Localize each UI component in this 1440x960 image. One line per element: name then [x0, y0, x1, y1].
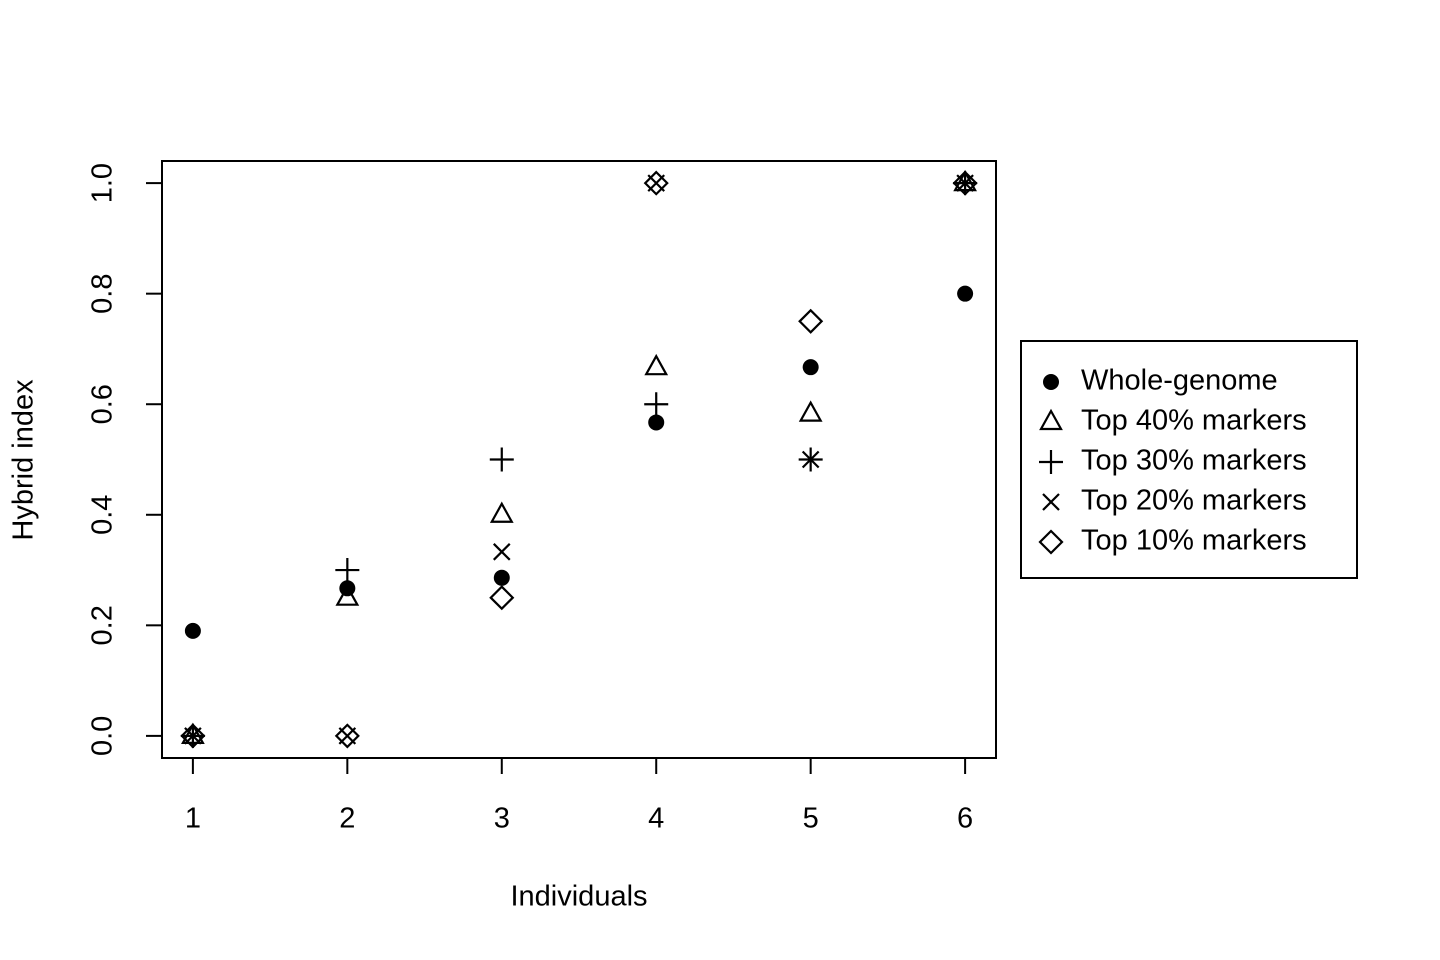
- y-tick-label: 1.0: [87, 163, 119, 203]
- point: [335, 584, 360, 606]
- point: [493, 543, 511, 561]
- y-tick-label: 0.8: [87, 274, 119, 314]
- point: [952, 170, 978, 196]
- point: [180, 723, 206, 749]
- point: [798, 400, 823, 422]
- point: [489, 585, 515, 611]
- x-tick-label: 5: [803, 803, 819, 835]
- legend-label: Top 10% markers: [1081, 525, 1307, 557]
- point: [648, 414, 665, 431]
- legend-symbol: [1038, 529, 1064, 555]
- y-tick-label: 0.4: [87, 495, 119, 535]
- x-tick-label: 3: [494, 803, 510, 835]
- point: [957, 285, 974, 302]
- x-axis-label: Individuals: [510, 881, 647, 913]
- legend-symbol: [1043, 374, 1059, 390]
- legend-label: Top 20% markers: [1081, 485, 1307, 517]
- legend-box: [1020, 340, 1358, 579]
- point: [802, 359, 819, 376]
- y-tick-label: 0.0: [87, 716, 119, 756]
- point: [489, 501, 514, 523]
- legend-symbol: [1039, 450, 1063, 474]
- x-tick-label: 1: [185, 803, 201, 835]
- y-tick-label: 0.6: [87, 384, 119, 424]
- x-tick-label: 4: [648, 803, 664, 835]
- point: [643, 170, 669, 196]
- y-tick-label: 0.2: [87, 605, 119, 645]
- x-tick-label: 6: [957, 803, 973, 835]
- point: [334, 723, 360, 749]
- point: [184, 622, 201, 639]
- point: [801, 450, 820, 469]
- legend-label: Top 30% markers: [1081, 445, 1307, 477]
- legend-symbol: [1039, 408, 1063, 431]
- legend-symbol: [1042, 493, 1060, 511]
- point: [489, 447, 514, 472]
- point: [644, 353, 669, 376]
- point: [644, 392, 669, 417]
- legend-label: Top 40% markers: [1081, 405, 1307, 437]
- x-tick-label: 2: [339, 803, 355, 835]
- point: [335, 558, 360, 583]
- plot-frame: [161, 160, 997, 759]
- legend-label: Whole-genome: [1081, 365, 1278, 397]
- point: [798, 308, 824, 334]
- y-axis-label: Hybrid index: [8, 379, 40, 541]
- point: [493, 569, 510, 586]
